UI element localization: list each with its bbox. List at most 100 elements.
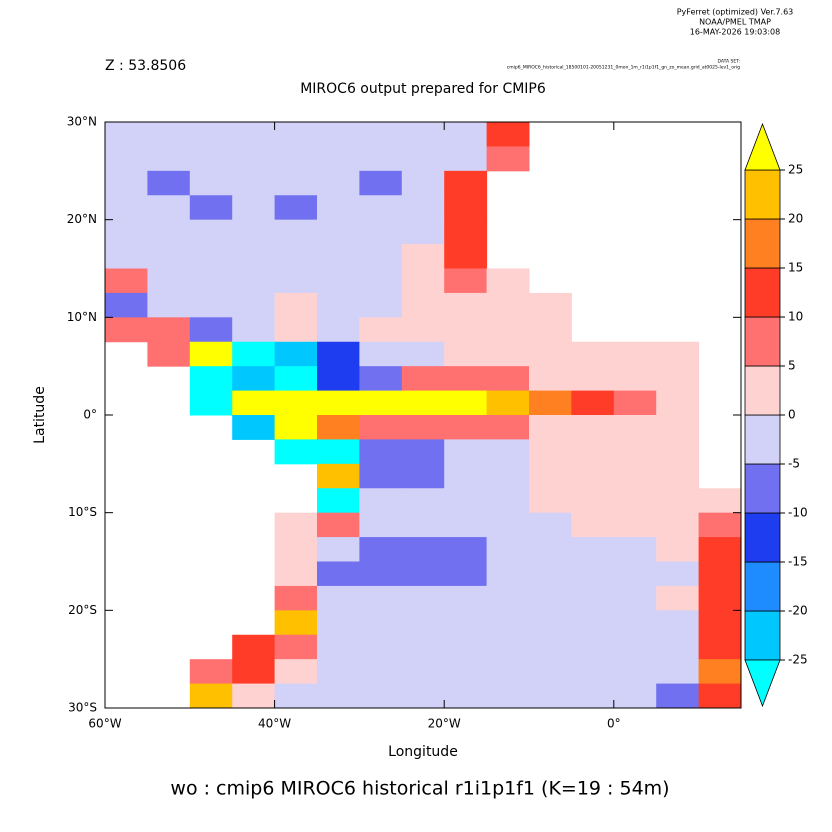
colorbar-label: -25	[788, 653, 808, 667]
cell	[571, 634, 615, 660]
cell	[359, 659, 403, 685]
cell	[656, 683, 700, 709]
cell	[147, 244, 191, 269]
cell	[613, 585, 657, 611]
cell	[232, 170, 276, 196]
x-tick-label: 20°W	[428, 717, 461, 731]
cell	[105, 268, 148, 294]
cell	[359, 512, 403, 538]
cell	[656, 439, 700, 465]
cell	[529, 366, 572, 392]
x-tick-label: 60°W	[88, 717, 121, 731]
cell	[359, 195, 403, 221]
cell	[317, 341, 360, 367]
cell	[613, 659, 657, 685]
cell	[486, 561, 530, 587]
cell	[359, 537, 403, 562]
cell	[147, 268, 191, 294]
cell	[571, 439, 615, 465]
cell	[189, 146, 233, 172]
cell	[401, 341, 445, 367]
cell	[317, 634, 360, 660]
cell	[401, 390, 445, 416]
colorbar-bin	[744, 267, 781, 318]
colorbar-label: 15	[788, 261, 803, 275]
cell	[189, 390, 233, 416]
cell	[529, 512, 572, 538]
cell	[698, 659, 742, 685]
cell	[274, 634, 318, 660]
depth-label: Z : 53.8506	[105, 58, 186, 74]
cell	[401, 634, 445, 660]
cell	[486, 585, 530, 611]
cell	[656, 537, 700, 562]
cell	[401, 561, 445, 587]
cell	[317, 561, 360, 587]
cell	[486, 415, 530, 440]
cell	[189, 659, 233, 685]
cell	[401, 415, 445, 440]
cell	[401, 146, 445, 172]
cell	[444, 366, 488, 392]
cell	[571, 341, 615, 367]
cell	[274, 341, 318, 367]
cell	[444, 219, 488, 245]
y-axis-label: Latitude	[32, 386, 48, 444]
cell	[444, 488, 488, 514]
cell	[274, 537, 318, 562]
cell	[317, 610, 360, 636]
cell	[274, 610, 318, 636]
cell	[486, 488, 530, 514]
cell	[571, 561, 615, 587]
cell	[189, 219, 233, 245]
cell	[571, 537, 615, 562]
cell	[274, 561, 318, 587]
cell	[529, 292, 572, 318]
cell	[444, 561, 488, 587]
cell	[444, 292, 488, 318]
cell	[401, 366, 445, 392]
cell	[359, 610, 403, 636]
cell	[232, 390, 276, 416]
cell	[105, 146, 148, 172]
y-tick-label: 0°	[83, 408, 97, 422]
cell	[401, 512, 445, 538]
cell	[401, 439, 445, 465]
cell	[529, 537, 572, 562]
cell	[359, 268, 403, 294]
cell	[232, 415, 276, 440]
cell	[529, 341, 572, 367]
cell	[444, 537, 488, 562]
cell	[444, 610, 488, 636]
cell	[189, 683, 233, 709]
cell	[401, 317, 445, 343]
cell	[317, 122, 360, 147]
cell	[359, 561, 403, 587]
colorbar-label: -5	[788, 457, 800, 471]
cell	[401, 219, 445, 245]
cell	[274, 366, 318, 392]
cell	[274, 390, 318, 416]
cell	[486, 366, 530, 392]
cell	[529, 415, 572, 440]
cell	[444, 122, 488, 147]
y-tick-label: 30°N	[67, 115, 97, 129]
cell	[486, 341, 530, 367]
cell	[189, 317, 233, 343]
cell	[189, 195, 233, 221]
cell	[698, 561, 742, 587]
cell	[698, 585, 742, 611]
cell	[486, 292, 530, 318]
cell	[274, 317, 318, 343]
cell	[147, 122, 191, 147]
cell	[401, 463, 445, 489]
y-tick-label: 10°N	[67, 310, 97, 324]
cell	[486, 659, 530, 685]
cell	[359, 219, 403, 245]
cell	[317, 439, 360, 465]
cell	[529, 317, 572, 343]
cell	[486, 512, 530, 538]
cell	[359, 585, 403, 611]
colorbar-label: 25	[788, 163, 803, 177]
cell	[613, 341, 657, 367]
